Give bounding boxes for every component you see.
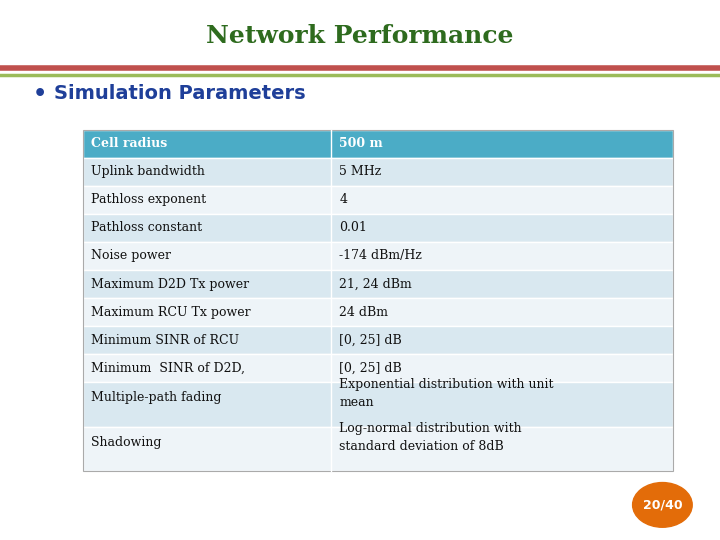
Text: •: •: [32, 84, 47, 104]
Text: 24 dBm: 24 dBm: [339, 306, 388, 319]
Text: Minimum SINR of RCU: Minimum SINR of RCU: [91, 334, 240, 347]
Text: 500 m: 500 m: [339, 137, 383, 150]
Text: 0.01: 0.01: [339, 221, 367, 234]
Text: 5 MHz: 5 MHz: [339, 165, 382, 178]
Text: Pathloss constant: Pathloss constant: [91, 221, 202, 234]
Text: [0, 25] dB: [0, 25] dB: [339, 334, 402, 347]
Text: Pathloss exponent: Pathloss exponent: [91, 193, 207, 206]
Text: Uplink bandwidth: Uplink bandwidth: [91, 165, 205, 178]
Text: Log-normal distribution with
standard deviation of 8dB: Log-normal distribution with standard de…: [339, 422, 522, 453]
Text: Multiple-path fading: Multiple-path fading: [91, 392, 222, 404]
Text: 4: 4: [339, 193, 348, 206]
Text: 20/40: 20/40: [642, 498, 683, 511]
Text: Noise power: Noise power: [91, 249, 171, 262]
Text: Maximum RCU Tx power: Maximum RCU Tx power: [91, 306, 251, 319]
Text: -174 dBm/Hz: -174 dBm/Hz: [339, 249, 423, 262]
Text: Minimum  SINR of D2D,: Minimum SINR of D2D,: [91, 362, 246, 375]
Text: Simulation Parameters: Simulation Parameters: [54, 84, 305, 103]
Text: Exponential distribution with unit
mean: Exponential distribution with unit mean: [339, 378, 554, 409]
Text: Cell radius: Cell radius: [91, 137, 168, 150]
Text: 21, 24 dBm: 21, 24 dBm: [339, 278, 412, 291]
Text: Shadowing: Shadowing: [91, 436, 162, 449]
Circle shape: [633, 483, 692, 527]
Text: Maximum D2D Tx power: Maximum D2D Tx power: [91, 278, 250, 291]
Text: Network Performance: Network Performance: [206, 24, 514, 48]
Text: [0, 25] dB: [0, 25] dB: [339, 362, 402, 375]
